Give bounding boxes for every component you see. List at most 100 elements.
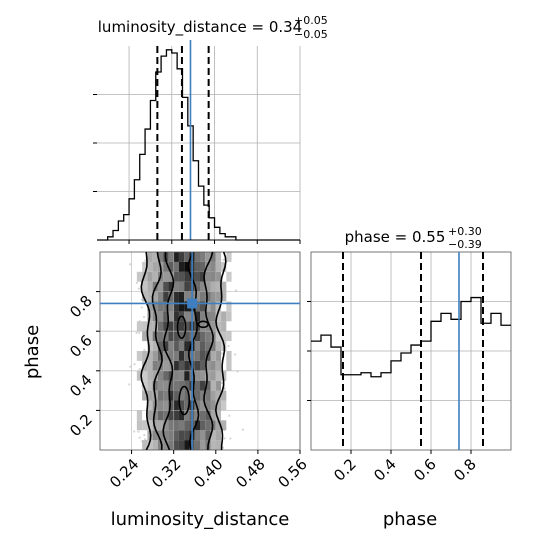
- joint-density-cell: [205, 252, 211, 262]
- joint-density-cell: [168, 252, 174, 262]
- joint-density-cell: [142, 291, 148, 302]
- joint-density-cell: [157, 301, 164, 312]
- joint-x-tick-label: 0.24: [106, 455, 142, 491]
- joint-density-cell: [210, 430, 216, 441]
- joint-density-cell: [163, 271, 169, 282]
- joint-density-cell: [205, 360, 211, 371]
- joint-density-cell: [215, 410, 222, 421]
- joint-density-cell: [163, 420, 169, 431]
- joint-density-cell: [221, 390, 227, 401]
- joint-panel: 0.24 0.32 0.40 0.48 0.56 0.2 0.4 0.6 0.8 luminos…: [22, 251, 311, 530]
- phase-marginal-histogram: [311, 296, 511, 378]
- joint-density-cell: [184, 390, 190, 401]
- joint-density-cell: [210, 440, 216, 450]
- joint-density-cell: [168, 430, 174, 441]
- joint-density-cell: [147, 331, 153, 342]
- joint-density-cell: [210, 410, 216, 421]
- joint-density-cell: [205, 430, 211, 441]
- joint-density-cell: [178, 291, 185, 302]
- joint-density-cell: [194, 380, 200, 391]
- joint-sample-point: [221, 381, 224, 384]
- joint-sample-point: [142, 315, 146, 319]
- joint-density-cell: [147, 370, 153, 381]
- joint-density-cell: [184, 281, 190, 292]
- joint-density-cell: [200, 281, 206, 292]
- joint-density-cell: [200, 331, 206, 342]
- joint-density-cell: [210, 311, 216, 322]
- joint-x-tick-label: 0.48: [232, 455, 268, 491]
- joint-density-cell: [136, 321, 143, 332]
- ld-title-value: 0.34: [269, 18, 302, 36]
- joint-density-cell: [221, 291, 227, 302]
- phase-title-value: 0.55: [412, 228, 445, 246]
- joint-density-cell: [178, 370, 185, 381]
- joint-density-cell: [142, 261, 148, 272]
- joint-density-cell: [205, 370, 211, 381]
- joint-xlabel: luminosity_distance: [111, 509, 290, 530]
- joint-density-cell: [210, 341, 216, 351]
- joint-density-cell: [210, 360, 216, 371]
- joint-density-cell: [168, 331, 174, 342]
- joint-sample-point: [228, 414, 231, 417]
- joint-truth: [100, 252, 300, 450]
- joint-density-cell: [173, 271, 179, 282]
- joint-sample-point: [143, 348, 146, 352]
- joint-density-cell: [163, 331, 169, 342]
- joint-density-cell: [205, 271, 211, 282]
- joint-sample-point: [135, 281, 138, 284]
- joint-density-cell: [178, 440, 185, 450]
- joint-density-cell: [200, 390, 206, 401]
- joint-density-cell: [163, 301, 169, 312]
- joint-density-cell: [163, 380, 169, 391]
- joint-y-tick-label: 0.4: [66, 371, 96, 401]
- joint-density-cell: [147, 281, 153, 292]
- joint-density-cell: [215, 380, 222, 391]
- joint-density-cell: [152, 252, 158, 262]
- joint-density-cell: [221, 281, 227, 292]
- joint-density-cell: [168, 321, 174, 332]
- joint-density-cell: [178, 321, 185, 332]
- joint-density-cell: [226, 301, 232, 312]
- phase-title-lower: −0.39: [448, 238, 482, 251]
- joint-density-cell: [215, 291, 222, 302]
- joint-density-cell: [210, 400, 216, 411]
- joint-density-cell: [173, 351, 179, 361]
- joint-density-cell: [221, 261, 227, 272]
- joint-density-cell: [226, 331, 232, 342]
- joint-density-cell: [157, 331, 164, 342]
- joint-density-cell: [168, 420, 174, 431]
- joint-density-cell: [194, 301, 200, 312]
- joint-density-cell: [147, 440, 153, 450]
- joint-sample-point: [129, 263, 132, 266]
- joint-density-cell: [178, 281, 185, 292]
- joint-density-cell: [215, 311, 222, 322]
- phase-x-tick-label: 0.2: [330, 455, 360, 485]
- joint-density-cell: [163, 370, 169, 381]
- joint-density-cell: [157, 430, 164, 441]
- joint-ylabel: phase: [22, 325, 43, 379]
- joint-density-cell: [147, 341, 153, 351]
- joint-sample-point: [223, 388, 226, 391]
- joint-density-cell: [173, 291, 179, 302]
- joint-density-cell: [163, 291, 169, 302]
- joint-density-cell: [178, 331, 185, 342]
- joint-sample-point: [223, 386, 226, 390]
- joint-density-cell: [184, 341, 190, 351]
- joint-density-cell: [142, 331, 148, 342]
- joint-density-cell: [173, 410, 179, 421]
- joint-density-cell: [157, 252, 164, 262]
- joint-density-cell: [152, 430, 158, 441]
- joint-density-cell: [205, 311, 211, 322]
- joint-density-cell: [210, 380, 216, 391]
- joint-density-cell: [163, 281, 169, 292]
- joint-density-cell: [168, 410, 174, 421]
- joint-sample-point: [133, 430, 136, 433]
- joint-density-cell: [178, 271, 185, 282]
- ld-title-upper: +0.05: [294, 14, 328, 27]
- joint-density-cell: [147, 380, 153, 391]
- joint-density-cell: [142, 390, 148, 401]
- phase-quantile-lines: [342, 252, 484, 450]
- joint-density-cell: [194, 281, 200, 292]
- joint-density-cell: [226, 271, 232, 282]
- joint-density-cell: [184, 311, 190, 322]
